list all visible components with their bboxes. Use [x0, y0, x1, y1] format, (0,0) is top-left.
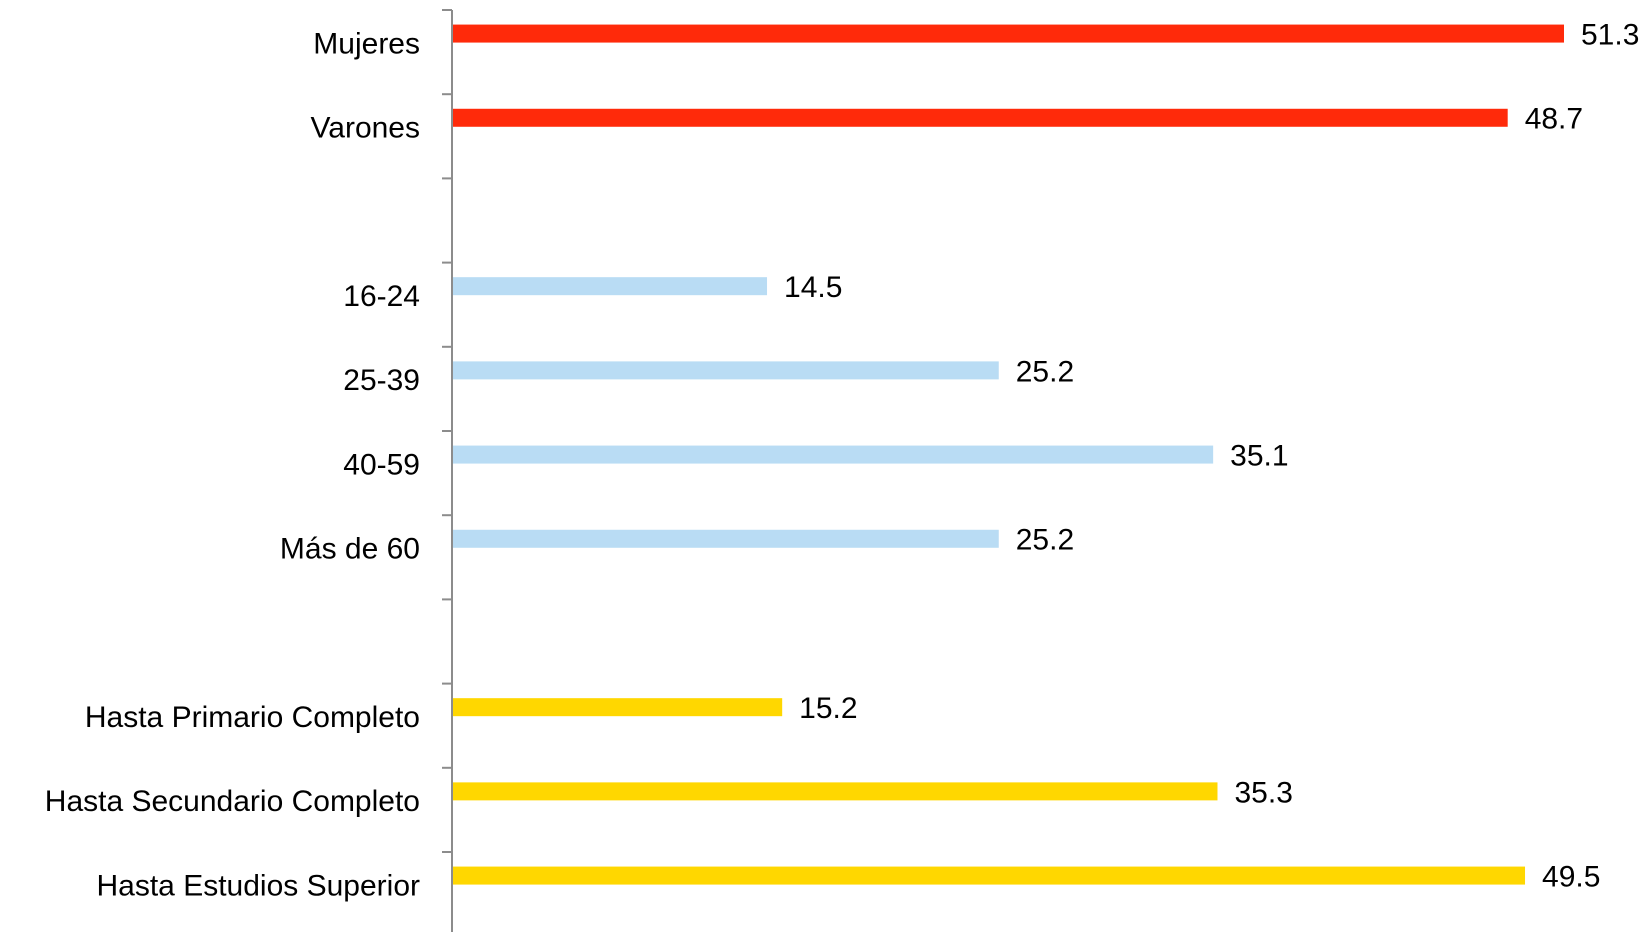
value-label-hasta-secundario-completo: 35.3 — [1234, 776, 1292, 809]
bar-25-39 — [453, 361, 999, 380]
bar-16-24 — [453, 277, 768, 296]
value-label-mas-de-60: 25.2 — [1016, 524, 1074, 557]
bar-hasta-primario-completo — [453, 698, 783, 717]
category-labels: Mujeres Varones 16-24 25-39 40-59 Más de 60 Ha… — [45, 27, 420, 902]
bar-hasta-secundario-completo — [453, 782, 1218, 801]
bars — [453, 24, 1564, 885]
value-label-varones: 48.7 — [1525, 103, 1583, 136]
category-label-hasta-secundario-completo: Hasta Secundario Completo — [45, 785, 420, 818]
bar-mujeres — [453, 24, 1564, 43]
bar-mas-de-60 — [453, 529, 999, 548]
category-label-16-24: 16-24 — [343, 280, 420, 313]
value-label-40-59: 35.1 — [1230, 439, 1288, 472]
category-label-varones: Varones — [310, 111, 420, 144]
value-label-hasta-estudios-superior: 49.5 — [1542, 860, 1600, 893]
axis-ticks — [442, 9, 452, 853]
bar-hasta-estudios-superior — [453, 866, 1526, 885]
category-label-hasta-primario-completo: Hasta Primario Completo — [85, 701, 420, 734]
bar-40-59 — [453, 445, 1214, 464]
category-label-25-39: 25-39 — [343, 364, 420, 397]
value-label-hasta-primario-completo: 15.2 — [799, 692, 857, 725]
value-label-mujeres: 51.3 — [1581, 18, 1639, 51]
value-label-16-24: 14.5 — [784, 271, 842, 304]
category-label-40-59: 40-59 — [343, 448, 420, 481]
bar-varones — [453, 108, 1508, 127]
value-label-25-39: 25.2 — [1016, 355, 1074, 388]
category-label-hasta-estudios-superior: Hasta Estudios Superior — [97, 869, 421, 902]
value-labels: 51.3 48.7 14.5 25.2 35.1 25.2 15.2 35.3 49.5 — [784, 18, 1639, 893]
category-label-mas-de-60: Más de 60 — [280, 532, 420, 565]
category-label-mujeres: Mujeres — [313, 27, 420, 60]
